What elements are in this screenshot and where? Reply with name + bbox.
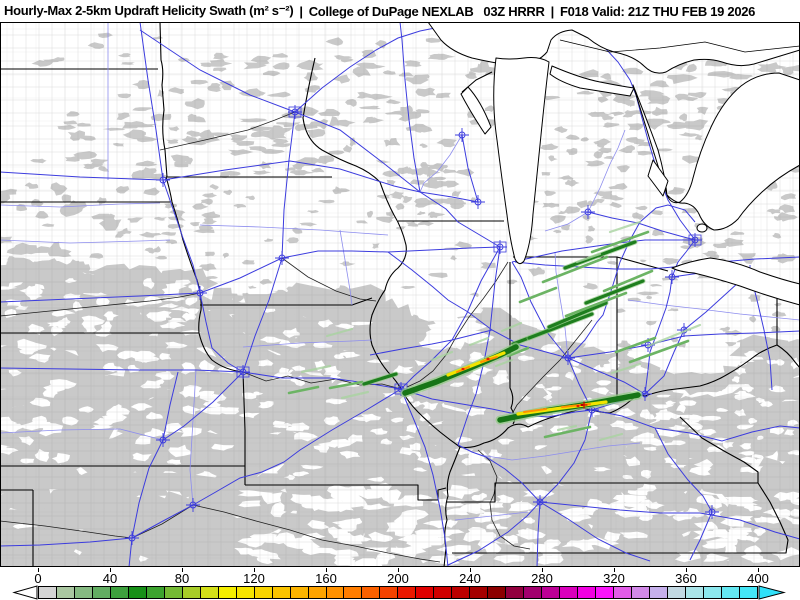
map-svg	[0, 22, 800, 567]
forecast-valid: F018 Valid: 21Z THU FEB 19 2026	[559, 3, 756, 19]
colorbar-segment	[200, 587, 219, 598]
colorbar-segment	[631, 587, 650, 598]
colorbar-segment	[218, 587, 237, 598]
title-separator: |	[550, 3, 555, 19]
colorbar-segment	[146, 587, 165, 598]
colorbar-segment	[344, 587, 363, 598]
colorbar-segment	[542, 587, 561, 598]
colorbar-segment	[272, 587, 291, 598]
colorbar-segment	[596, 587, 614, 598]
colorbar-left-arrow	[12, 585, 38, 600]
colorbar-tick-label: 200	[387, 571, 409, 586]
title-separator: |	[299, 3, 303, 19]
model-run: 03Z HRRR	[483, 3, 545, 19]
colorbar-segment	[560, 587, 579, 598]
colorbar-tick-label: 40	[102, 571, 118, 586]
colorbar-segment	[56, 587, 75, 598]
colorbar-tick-row: 0 40 80 120 160 200 240 280 320 360 400	[0, 568, 800, 586]
colorbar-segment	[524, 587, 543, 598]
colorbar-segment	[74, 587, 93, 598]
colorbar-tick-label: 160	[315, 571, 337, 586]
colorbar-segment	[398, 587, 417, 598]
colorbar-tick-label: 280	[531, 571, 553, 586]
product-title: Hourly-Max 2-5km Updraft Helicity Swath …	[4, 3, 294, 18]
colorbar-segment	[290, 587, 309, 598]
state-borders-layer	[0, 22, 800, 567]
county-grid-layer	[0, 22, 800, 567]
colorbar-tickmark	[686, 568, 687, 572]
colorbar-segment	[416, 587, 435, 598]
colorbar-tick-label: 120	[243, 571, 265, 586]
colorbar-segment	[362, 587, 381, 598]
colorbar-segment	[110, 587, 129, 598]
colorbar-tick-label: 360	[675, 571, 697, 586]
colorbar-tickmark	[38, 568, 39, 572]
colorbar-tickmark	[398, 568, 399, 572]
colorbar-segment	[452, 587, 471, 598]
colorbar-tickmark	[110, 568, 111, 572]
colorbar-segment	[470, 587, 489, 598]
colorbar-tick-label: 80	[174, 571, 190, 586]
colorbar-segment	[326, 587, 345, 598]
colorbar-segment	[614, 587, 632, 598]
source-credit: College of DuPage NEXLAB	[308, 3, 474, 19]
colorbar-segment	[128, 587, 147, 598]
colorbar-segment	[434, 587, 453, 598]
colorbar-tickmark	[182, 568, 183, 572]
colorbar-tickmark	[542, 568, 543, 572]
uh-swath-layer	[287, 220, 702, 442]
colorbar-segment	[578, 587, 597, 598]
colorbar-segment	[236, 587, 255, 598]
colorbar-segment	[667, 587, 686, 598]
clear-patch-layer	[0, 278, 800, 567]
colorbar-segment	[164, 587, 183, 598]
colorbar-segment	[721, 587, 740, 598]
colorbar-tick-label: 400	[747, 571, 769, 586]
colorbar-tickmark	[254, 568, 255, 572]
colorbar-segment	[739, 587, 757, 598]
colorbar-segment	[92, 587, 111, 598]
colorbar-segment	[506, 587, 525, 598]
colorbar-segment	[703, 587, 722, 598]
colorbar-segment	[380, 587, 399, 598]
rivers-layer	[0, 111, 593, 563]
map-canvas	[0, 22, 800, 567]
colorbar-right-arrow	[758, 585, 786, 600]
colorbar-segment	[254, 587, 273, 598]
colorbar-segment	[685, 587, 704, 598]
colorbar-tickmark	[326, 568, 327, 572]
colorbar-tick-label: 240	[459, 571, 481, 586]
title-bar: Hourly-Max 2-5km Updraft Helicity Swath …	[0, 0, 800, 22]
colorbar-tickmark	[470, 568, 471, 572]
colorbar-segment	[649, 587, 668, 598]
colorbar	[38, 586, 758, 599]
lakes-layer	[427, 22, 800, 306]
colorbar-tick-label: 0	[34, 571, 42, 586]
colorbar-segment	[39, 587, 57, 598]
colorbar-tickmark	[614, 568, 615, 572]
colorbar-tickmark	[758, 568, 759, 572]
colorbar-segment	[308, 587, 327, 598]
colorbar-segment	[182, 587, 201, 598]
colorbar-tick-label: 320	[603, 571, 625, 586]
colorbar-segment	[488, 587, 507, 598]
